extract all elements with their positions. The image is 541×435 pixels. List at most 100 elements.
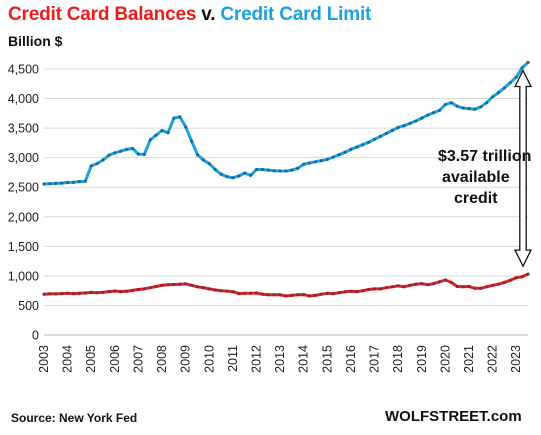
limit-point [437, 108, 442, 112]
balances-point [390, 285, 394, 289]
limit-point [95, 162, 99, 166]
limit-point [302, 162, 306, 166]
brand-logo-text: WOLFSTREET.com [385, 408, 522, 425]
limit-point [420, 116, 424, 120]
balances-point [302, 293, 306, 297]
title-limit: Credit Card Limit [220, 4, 372, 25]
balances-point [237, 292, 241, 296]
limit-point [426, 113, 430, 117]
balances-point [290, 293, 294, 297]
balances-point [325, 291, 329, 295]
x-tick-label: 2017 [368, 345, 382, 373]
y-tick-label: 500 [18, 299, 39, 313]
balances-point [184, 282, 188, 286]
annotation-line-3: credit [454, 190, 498, 207]
balances-point [485, 285, 489, 289]
y-tick-label: 2,000 [8, 210, 39, 224]
limit-point [520, 66, 524, 70]
balances-point [89, 290, 93, 294]
balances-point [107, 290, 111, 294]
x-tick-label: 2008 [155, 345, 169, 373]
balances-point [95, 291, 99, 295]
balances-point [331, 292, 335, 296]
limit-point [467, 107, 471, 111]
x-tick-label: 2014 [297, 345, 311, 373]
limit-point [443, 102, 447, 107]
balances-point [520, 275, 524, 279]
balances-point [130, 288, 135, 292]
x-tick-label: 2004 [61, 345, 75, 373]
balances-point [319, 292, 323, 296]
limit-point [201, 158, 205, 162]
limit-point [249, 173, 253, 177]
x-tick-label: 2006 [108, 345, 122, 373]
y-tick-label: 4,500 [8, 63, 39, 77]
balances-point [142, 287, 146, 291]
balances-point [125, 289, 129, 293]
limit-point [48, 182, 52, 186]
balances-point [420, 282, 424, 286]
balances-point [231, 290, 235, 294]
balances-point [414, 282, 418, 286]
y-tick-label: 1,500 [8, 240, 39, 254]
balances-point [83, 291, 87, 295]
balances-point [201, 286, 205, 290]
limit-point [313, 160, 318, 164]
y-tick-label: 1,000 [8, 269, 39, 283]
x-tick-label: 2003 [37, 345, 51, 373]
limit-point [355, 145, 359, 149]
balances-line [42, 272, 530, 298]
limit-point [101, 158, 105, 162]
balances-point [491, 283, 495, 287]
balances-point [101, 290, 105, 294]
limit-point [455, 104, 459, 108]
limit-point [396, 125, 400, 130]
balances-point [443, 278, 447, 282]
balances-point [178, 282, 182, 286]
limit-point [207, 162, 211, 166]
balances-point [508, 278, 512, 282]
annotation-line-1: $3.57 trillion [438, 148, 532, 165]
limit-point [349, 147, 353, 151]
limit-point [461, 106, 465, 110]
title-versus: v. [201, 4, 216, 25]
limit-point [213, 167, 217, 172]
x-tick-label: 2016 [344, 345, 358, 373]
balances-point [48, 292, 52, 296]
limit-point [337, 153, 341, 157]
limit-point [308, 161, 312, 165]
balances-point [219, 289, 223, 293]
limit-point [83, 179, 87, 183]
series-lines [42, 60, 530, 298]
balances-point [396, 284, 400, 288]
x-tick-label: 2012 [249, 345, 263, 373]
limit-point [119, 149, 123, 153]
balances-point [213, 288, 217, 292]
limit-point [390, 128, 394, 133]
limit-point [361, 143, 365, 147]
limit-point [136, 152, 140, 156]
y-axis-ticks: 0 500 1,000 1,500 2,000 2,500 3,000 3,500 4,000 4… [8, 63, 39, 343]
balances-point [154, 284, 158, 289]
title-balances: Credit Card Balances [8, 4, 197, 25]
limit-point [402, 124, 406, 128]
balances-point [243, 291, 247, 295]
limit-point [278, 169, 282, 173]
limit-point [325, 157, 329, 161]
limit-point [296, 166, 300, 170]
limit-point [502, 86, 506, 90]
balances-point [361, 289, 365, 293]
grid-lines [44, 68, 528, 336]
limit-point [54, 181, 58, 185]
balances-point [514, 276, 518, 280]
limit-point [195, 153, 200, 157]
balances-point [461, 285, 465, 289]
balances-point [113, 289, 117, 293]
x-tick-label: 2022 [486, 345, 500, 373]
balances-point [496, 282, 501, 286]
balances-point [343, 290, 347, 294]
limit-point [237, 174, 241, 178]
balances-point [207, 287, 211, 291]
limit-point [231, 176, 235, 180]
limit-point [473, 107, 477, 111]
